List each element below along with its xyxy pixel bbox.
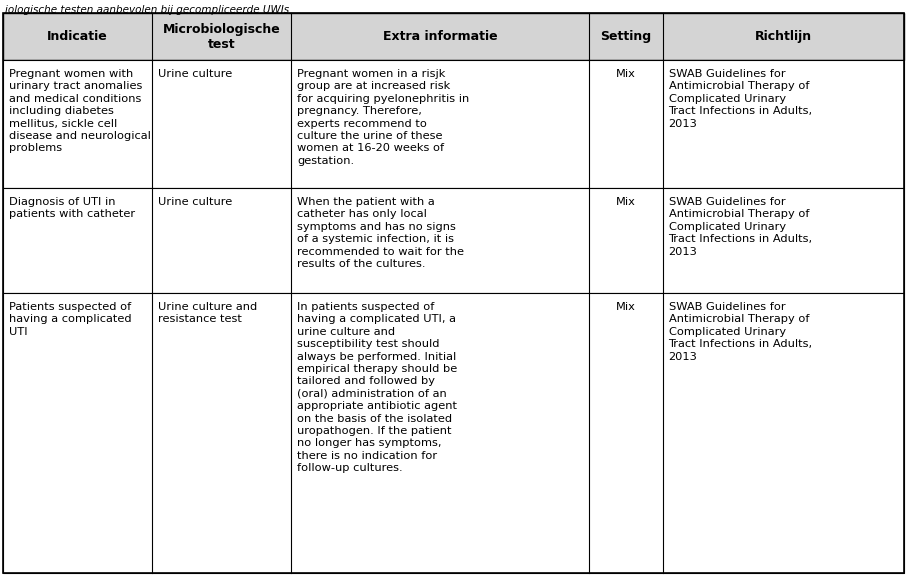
Text: SWAB Guidelines for
Antimicrobial Therapy of
Complicated Urinary
Tract Infection: SWAB Guidelines for Antimicrobial Therap… xyxy=(668,197,813,256)
Text: Urine culture: Urine culture xyxy=(158,197,232,207)
Text: Mix: Mix xyxy=(616,197,636,207)
Bar xyxy=(3,13,904,60)
Bar xyxy=(3,293,904,573)
Text: Pregnant women in a risjk
group are at increased risk
for acquiring pyelonephrit: Pregnant women in a risjk group are at i… xyxy=(297,69,470,166)
Text: Indicatie: Indicatie xyxy=(47,30,108,43)
Text: Microbiologische
test: Microbiologische test xyxy=(162,22,280,51)
Text: SWAB Guidelines for
Antimicrobial Therapy of
Complicated Urinary
Tract Infection: SWAB Guidelines for Antimicrobial Therap… xyxy=(668,302,813,362)
Text: Mix: Mix xyxy=(616,302,636,312)
Text: Diagnosis of UTI in
patients with catheter: Diagnosis of UTI in patients with cathet… xyxy=(9,197,135,219)
Text: Urine culture and
resistance test: Urine culture and resistance test xyxy=(158,302,257,324)
Text: Setting: Setting xyxy=(600,30,651,43)
Text: In patients suspected of
having a complicated UTI, a
urine culture and
susceptib: In patients suspected of having a compli… xyxy=(297,302,457,473)
Bar xyxy=(3,188,904,293)
Bar xyxy=(3,60,904,188)
Text: Extra informatie: Extra informatie xyxy=(383,30,497,43)
Text: When the patient with a
catheter has only local
symptoms and has no signs
of a s: When the patient with a catheter has onl… xyxy=(297,197,464,269)
Text: iologische testen aanbevolen bij gecompliceerde UWIs: iologische testen aanbevolen bij gecompl… xyxy=(5,5,289,15)
Text: Pregnant women with
urinary tract anomalies
and medical conditions
including dia: Pregnant women with urinary tract anomal… xyxy=(9,69,151,153)
Text: SWAB Guidelines for
Antimicrobial Therapy of
Complicated Urinary
Tract Infection: SWAB Guidelines for Antimicrobial Therap… xyxy=(668,69,813,128)
Text: Patients suspected of
having a complicated
UTI: Patients suspected of having a complicat… xyxy=(9,302,132,337)
Text: Mix: Mix xyxy=(616,69,636,79)
Text: Richtlijn: Richtlijn xyxy=(755,30,812,43)
Text: Urine culture: Urine culture xyxy=(158,69,232,79)
